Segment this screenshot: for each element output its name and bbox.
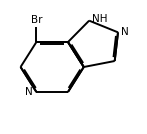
Text: Br: Br	[31, 15, 42, 25]
Text: NH: NH	[92, 14, 107, 24]
Text: N: N	[121, 27, 128, 37]
Text: N: N	[25, 87, 33, 97]
